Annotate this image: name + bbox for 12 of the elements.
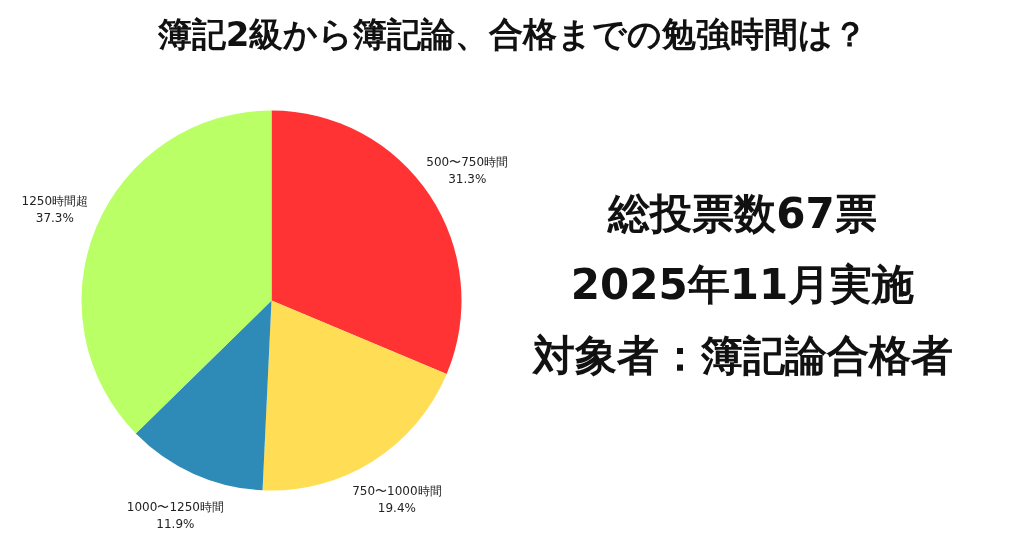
slice-label: 750〜1000時間 (352, 484, 442, 499)
slice-label: 1250時間超 (21, 194, 89, 209)
slice-label: 1000〜1250時間 (126, 499, 224, 514)
slice-label: 500〜750時間 (426, 155, 509, 170)
data-label: 19.4% (377, 501, 416, 516)
data-label: 11.9% (156, 516, 195, 531)
data-label: 37.3% (35, 211, 74, 226)
text: 2025年11月実施 (570, 260, 915, 309)
text: 対象者：簿記論合格者 (530, 331, 953, 380)
data-label: 31.3% (448, 172, 487, 187)
chart-title: 簿記2級から簿記論、合格までの勉強時間は？ (156, 13, 868, 54)
text: 総投票数67票 (607, 189, 877, 238)
